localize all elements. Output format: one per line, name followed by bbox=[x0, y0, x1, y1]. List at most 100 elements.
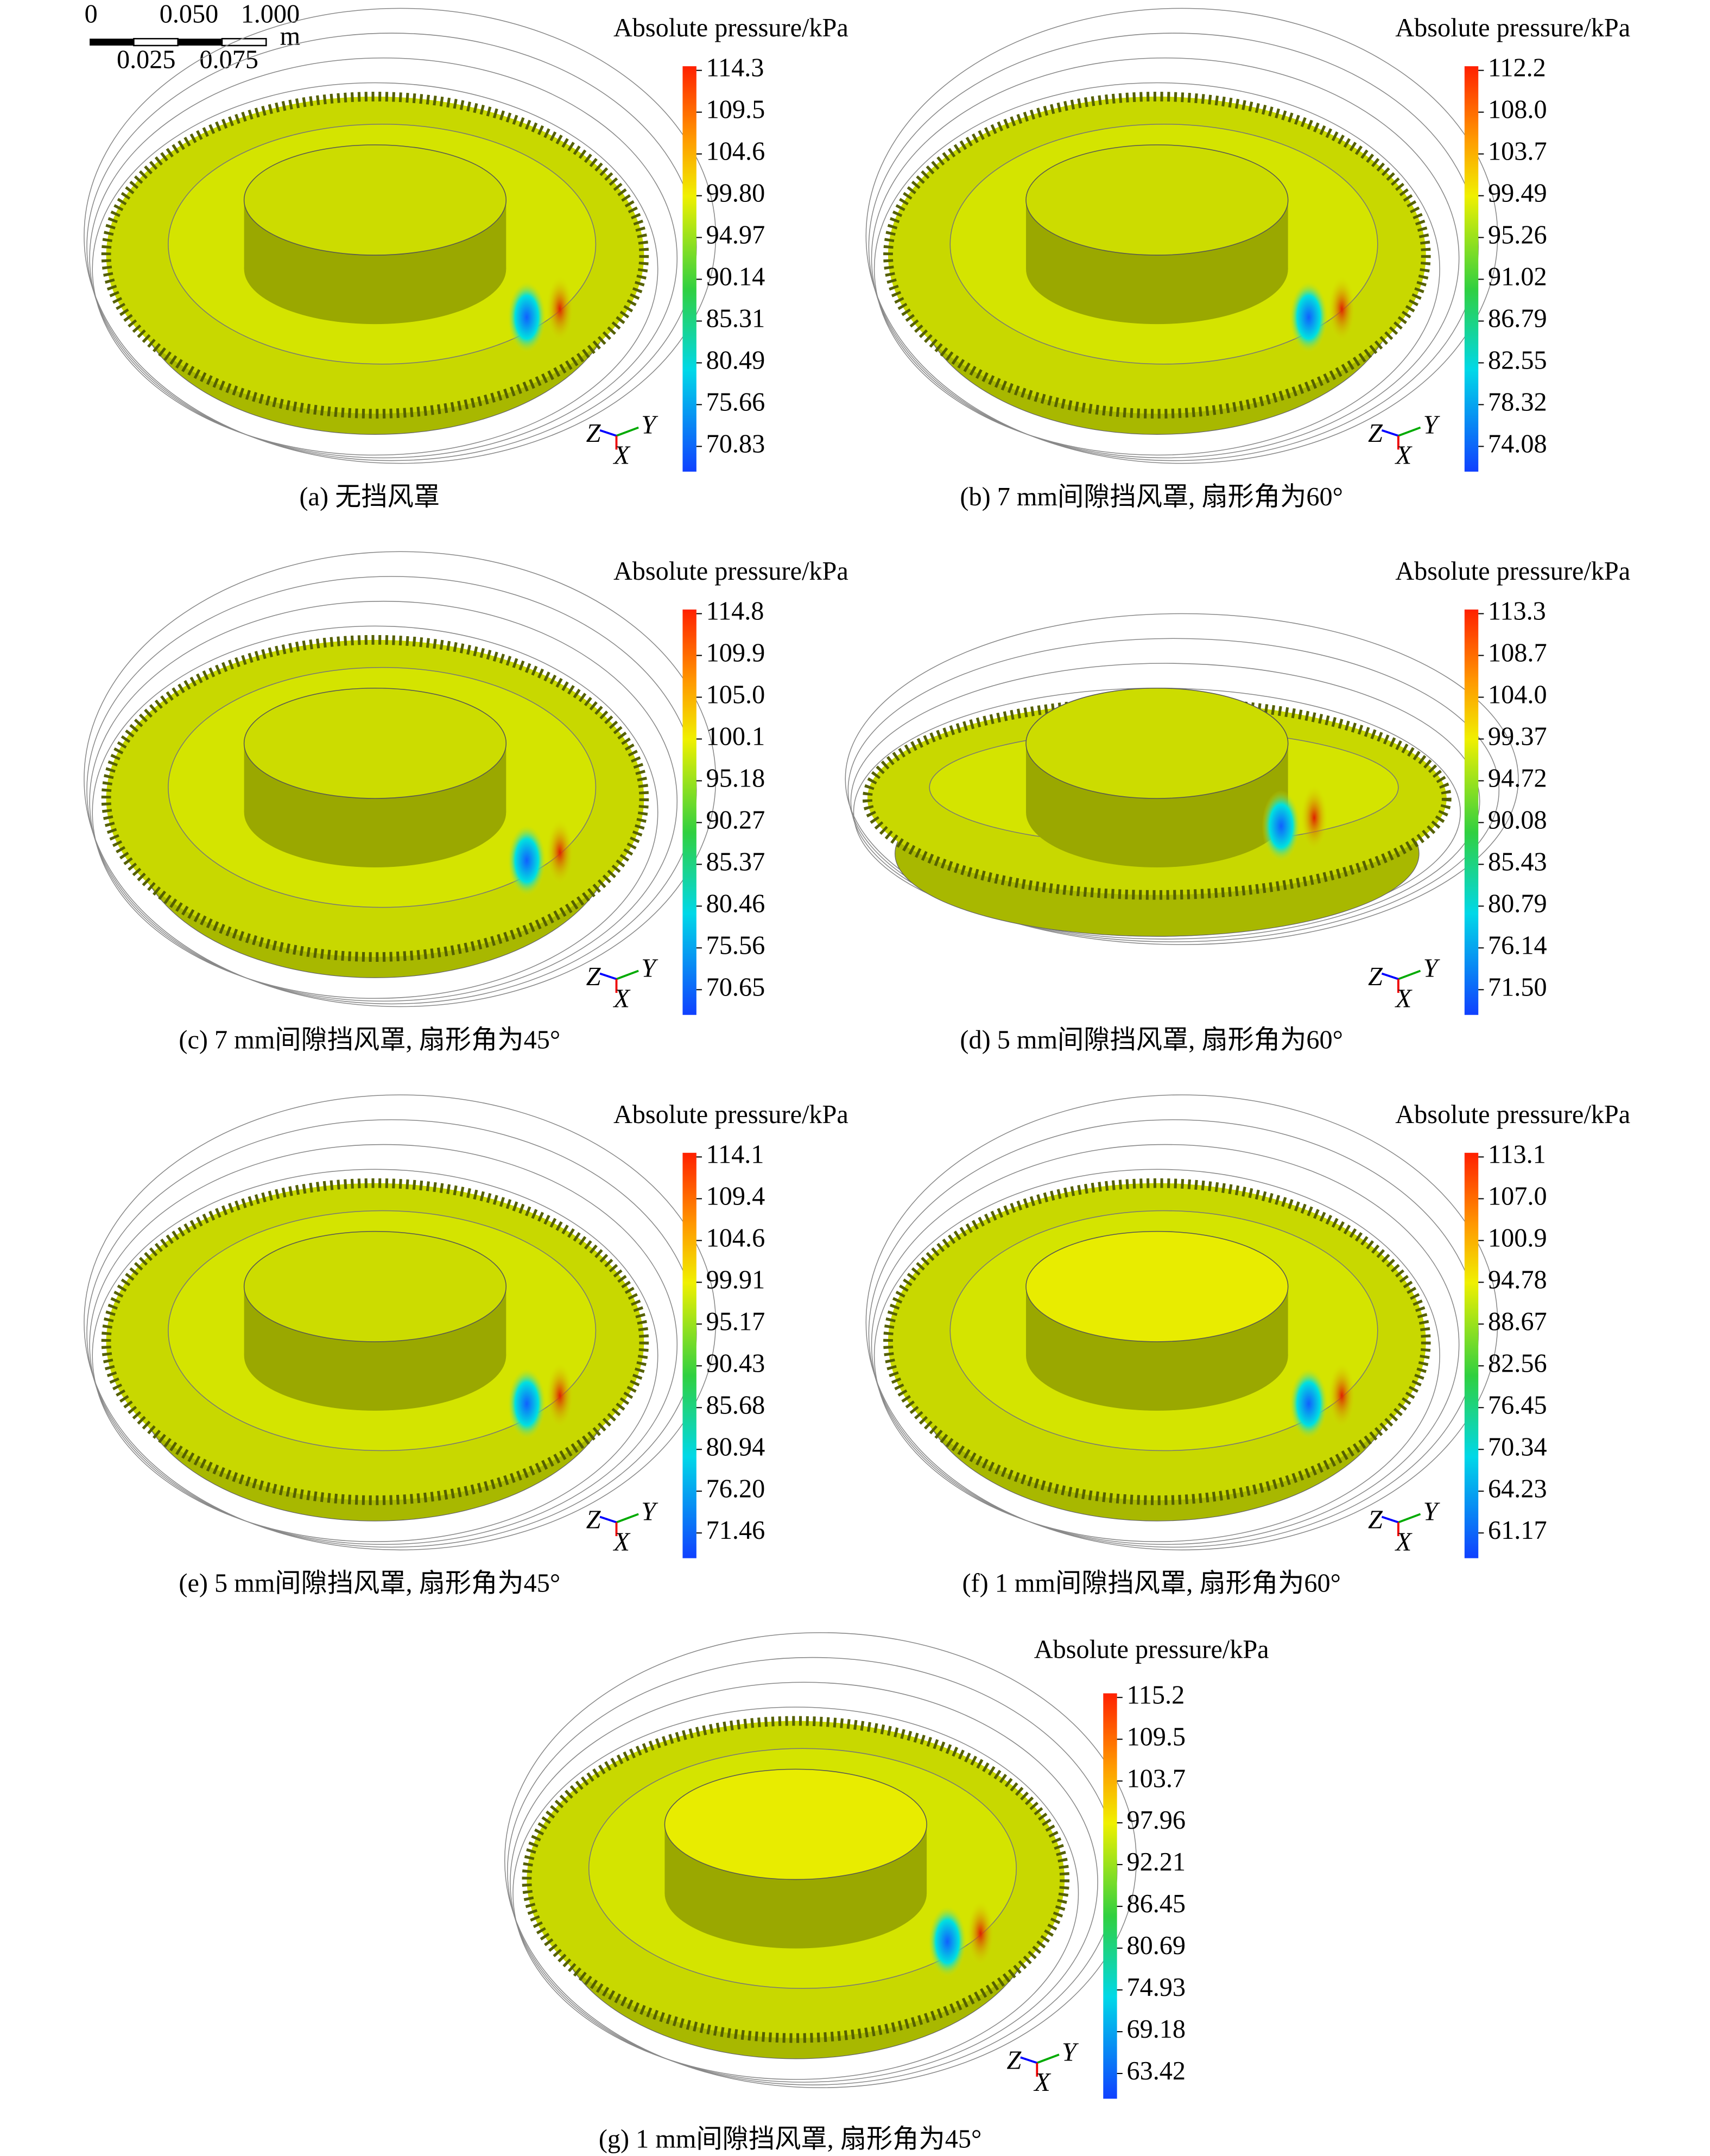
scale-segment bbox=[133, 37, 179, 47]
panel: Absolute pressure/kPa 112.2 108.0 103.7 99.4… bbox=[865, 8, 1630, 511]
colorbar-label: 104.6 bbox=[706, 137, 765, 166]
triad-axis bbox=[616, 1513, 639, 1524]
colorbar-label: 108.7 bbox=[1488, 639, 1547, 668]
hub-top bbox=[1025, 144, 1289, 256]
streamline bbox=[92, 82, 658, 456]
streamline bbox=[89, 1144, 678, 1545]
scale-label: 0 bbox=[85, 0, 98, 29]
high-pressure-spot bbox=[1328, 276, 1356, 343]
colorbar-label: 82.56 bbox=[1488, 1349, 1547, 1378]
colorbar-label: 88.67 bbox=[1488, 1307, 1547, 1336]
colorbar-label: 80.49 bbox=[706, 346, 765, 375]
colorbar-label: 61.17 bbox=[1488, 1516, 1547, 1545]
colorbar-label: 104.6 bbox=[706, 1223, 765, 1252]
hub-top bbox=[1025, 1231, 1289, 1342]
streamline bbox=[845, 613, 1519, 945]
colorbar-label: 70.34 bbox=[1488, 1432, 1547, 1461]
panel: Absolute pressure/kPa 114.1 109.4 104.6 99.9… bbox=[84, 1094, 848, 1598]
scale-label: 1.000 bbox=[241, 0, 300, 29]
colorbar-label: 109.4 bbox=[706, 1182, 765, 1210]
colorbar-label: 85.68 bbox=[706, 1391, 765, 1419]
triad-axis bbox=[1020, 2056, 1037, 2064]
triad-label: X bbox=[1395, 441, 1413, 470]
caption: (b) 7 mm间隙挡风罩, 扇形角为60° bbox=[960, 483, 1343, 511]
scale-label: 0.025 bbox=[117, 45, 176, 74]
triad-axis bbox=[616, 426, 639, 437]
triad-axis bbox=[1036, 2053, 1060, 2064]
streamline bbox=[865, 1094, 1498, 1551]
triad-axis bbox=[1381, 1515, 1399, 1524]
triad-label: X bbox=[612, 984, 631, 1013]
triad-label: X bbox=[1395, 1527, 1413, 1556]
colorbar bbox=[682, 1152, 696, 1558]
streamline bbox=[89, 58, 678, 459]
colorbar-label: 97.96 bbox=[1126, 1806, 1186, 1835]
colorbar-label: 86.79 bbox=[1488, 305, 1547, 333]
streamline bbox=[507, 1657, 1118, 2085]
colorbar-label: 95.17 bbox=[706, 1307, 765, 1336]
colorbar-label: 90.43 bbox=[706, 1349, 765, 1378]
colorbar-label: 70.65 bbox=[706, 973, 765, 1001]
triad-label: Y bbox=[1423, 954, 1441, 983]
low-pressure-spot bbox=[507, 1368, 546, 1440]
streamline bbox=[512, 1707, 1079, 2080]
caption: (e) 5 mm间隙挡风罩, 扇形角为45° bbox=[179, 1569, 560, 1598]
colorbar-label: 64.23 bbox=[1488, 1474, 1547, 1503]
colorbar-label: 115.2 bbox=[1126, 1681, 1185, 1709]
panel: Absolute pressure/kPa 114.3 109.5 104.6 99.8… bbox=[84, 8, 848, 511]
high-pressure-spot bbox=[1300, 784, 1328, 851]
colorbar-label: 95.26 bbox=[1488, 221, 1547, 250]
streamline bbox=[84, 8, 717, 464]
triad-axis bbox=[1398, 426, 1421, 437]
triad-axis bbox=[599, 429, 617, 437]
colorbar-label: 109.5 bbox=[1126, 1722, 1186, 1751]
low-pressure-spot bbox=[1289, 281, 1328, 353]
colorbar-label: 109.9 bbox=[706, 639, 765, 668]
colorbar-label: 75.66 bbox=[706, 388, 765, 417]
colorbar-label: 80.69 bbox=[1126, 1931, 1186, 1960]
triad-label: Y bbox=[1062, 2038, 1079, 2066]
streamline bbox=[84, 1094, 717, 1551]
colorbar-label: 105.0 bbox=[706, 681, 765, 709]
streamline bbox=[89, 600, 678, 1002]
colorbar-label: 74.08 bbox=[1488, 429, 1547, 458]
low-pressure-spot bbox=[1289, 1368, 1328, 1440]
hub-top bbox=[243, 144, 507, 256]
colorbar-label: 103.7 bbox=[1126, 1764, 1186, 1793]
low-pressure-spot bbox=[507, 281, 546, 353]
colorbar bbox=[1103, 1693, 1117, 2099]
streamline bbox=[504, 1632, 1137, 2088]
colorbar-label: 76.14 bbox=[1488, 931, 1547, 960]
triad-label: Y bbox=[1423, 1497, 1441, 1526]
triad-label: Y bbox=[641, 411, 658, 440]
colorbar bbox=[682, 66, 696, 472]
panel: Absolute pressure/kPa 114.8 109.9 105.0 100.… bbox=[84, 551, 848, 1055]
triad-label: Y bbox=[641, 954, 658, 983]
colorbar bbox=[682, 609, 696, 1015]
colorbar-label: 85.31 bbox=[706, 305, 765, 333]
triad-label: Z bbox=[1006, 2046, 1022, 2075]
caption: (g) 1 mm间隙挡风罩, 扇形角为45° bbox=[599, 2125, 982, 2153]
legend-title: Absolute pressure/kPa bbox=[613, 1100, 848, 1129]
colorbar-label: 104.0 bbox=[1488, 681, 1547, 709]
legend-title: Absolute pressure/kPa bbox=[1395, 557, 1630, 586]
colorbar-label: 70.83 bbox=[706, 429, 765, 458]
caption: (d) 5 mm间隙挡风罩, 扇形角为60° bbox=[960, 1026, 1343, 1055]
scale-unit: m bbox=[280, 22, 301, 50]
colorbar-label: 91.02 bbox=[1488, 263, 1547, 291]
colorbar-label: 86.45 bbox=[1126, 1889, 1186, 1918]
colorbar-label: 113.1 bbox=[1488, 1140, 1546, 1169]
scale-label: 0.075 bbox=[199, 45, 258, 74]
colorbar-label: 107.0 bbox=[1488, 1182, 1547, 1210]
colorbar-label: 114.8 bbox=[706, 597, 764, 626]
colorbar-label: 80.94 bbox=[706, 1432, 765, 1461]
streamline bbox=[510, 1682, 1098, 2083]
colorbar-label: 85.37 bbox=[706, 847, 765, 876]
scale-segment bbox=[178, 39, 222, 46]
legend-title: Absolute pressure/kPa bbox=[613, 14, 848, 42]
triad-axis bbox=[1381, 972, 1399, 980]
triad-axis bbox=[1398, 969, 1421, 980]
high-pressure-spot bbox=[1328, 1362, 1356, 1429]
low-pressure-spot bbox=[1262, 790, 1301, 862]
